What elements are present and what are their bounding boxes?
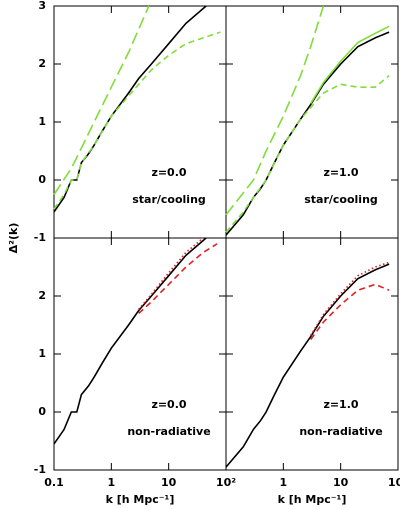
- x-axis-label: k [h Mpc⁻¹]: [106, 493, 175, 506]
- x-axis-label: k [h Mpc⁻¹]: [278, 493, 347, 506]
- data-line: [138, 237, 204, 310]
- x-tick-label: 1: [108, 476, 116, 489]
- annotation: z=0.0: [151, 398, 186, 411]
- data-line: [225, 263, 390, 468]
- y-axis-label: Δ²(k): [7, 223, 20, 254]
- x-tick-label: 10: [333, 476, 349, 489]
- y-tick-label: 3: [38, 0, 46, 12]
- data-line: [138, 243, 218, 314]
- annotation: star/cooling: [132, 193, 206, 206]
- data-line: [53, 5, 207, 213]
- annotation: z=1.0: [323, 166, 358, 179]
- y-tick-label: 1: [38, 115, 46, 128]
- data-line: [225, 5, 325, 216]
- y-tick-label: -1: [34, 231, 46, 244]
- x-tick-label: 10²: [216, 476, 236, 489]
- y-tick-label: 2: [38, 57, 46, 70]
- y-tick-label: -1: [34, 463, 46, 476]
- annotation: z=0.0: [151, 166, 186, 179]
- x-tick-label: 1: [280, 476, 288, 489]
- annotation: star/cooling: [304, 193, 378, 206]
- data-line: [53, 31, 221, 210]
- data-line: [310, 261, 390, 336]
- data-line: [53, 237, 207, 445]
- y-tick-label: 0: [38, 405, 46, 418]
- data-line: [53, 5, 150, 195]
- y-tick-label: 1: [38, 347, 46, 360]
- data-line: [310, 25, 390, 104]
- annotation: non-radiative: [299, 425, 382, 438]
- x-tick-label: 10²: [388, 476, 400, 489]
- y-tick-label: 0: [38, 173, 46, 186]
- annotation: non-radiative: [127, 425, 210, 438]
- x-tick-label: 10: [161, 476, 177, 489]
- y-tick-label: 2: [38, 289, 46, 302]
- data-line: [310, 283, 390, 340]
- annotation: z=1.0: [323, 398, 358, 411]
- x-tick-label: 0.1: [44, 476, 64, 489]
- data-line: [225, 74, 390, 233]
